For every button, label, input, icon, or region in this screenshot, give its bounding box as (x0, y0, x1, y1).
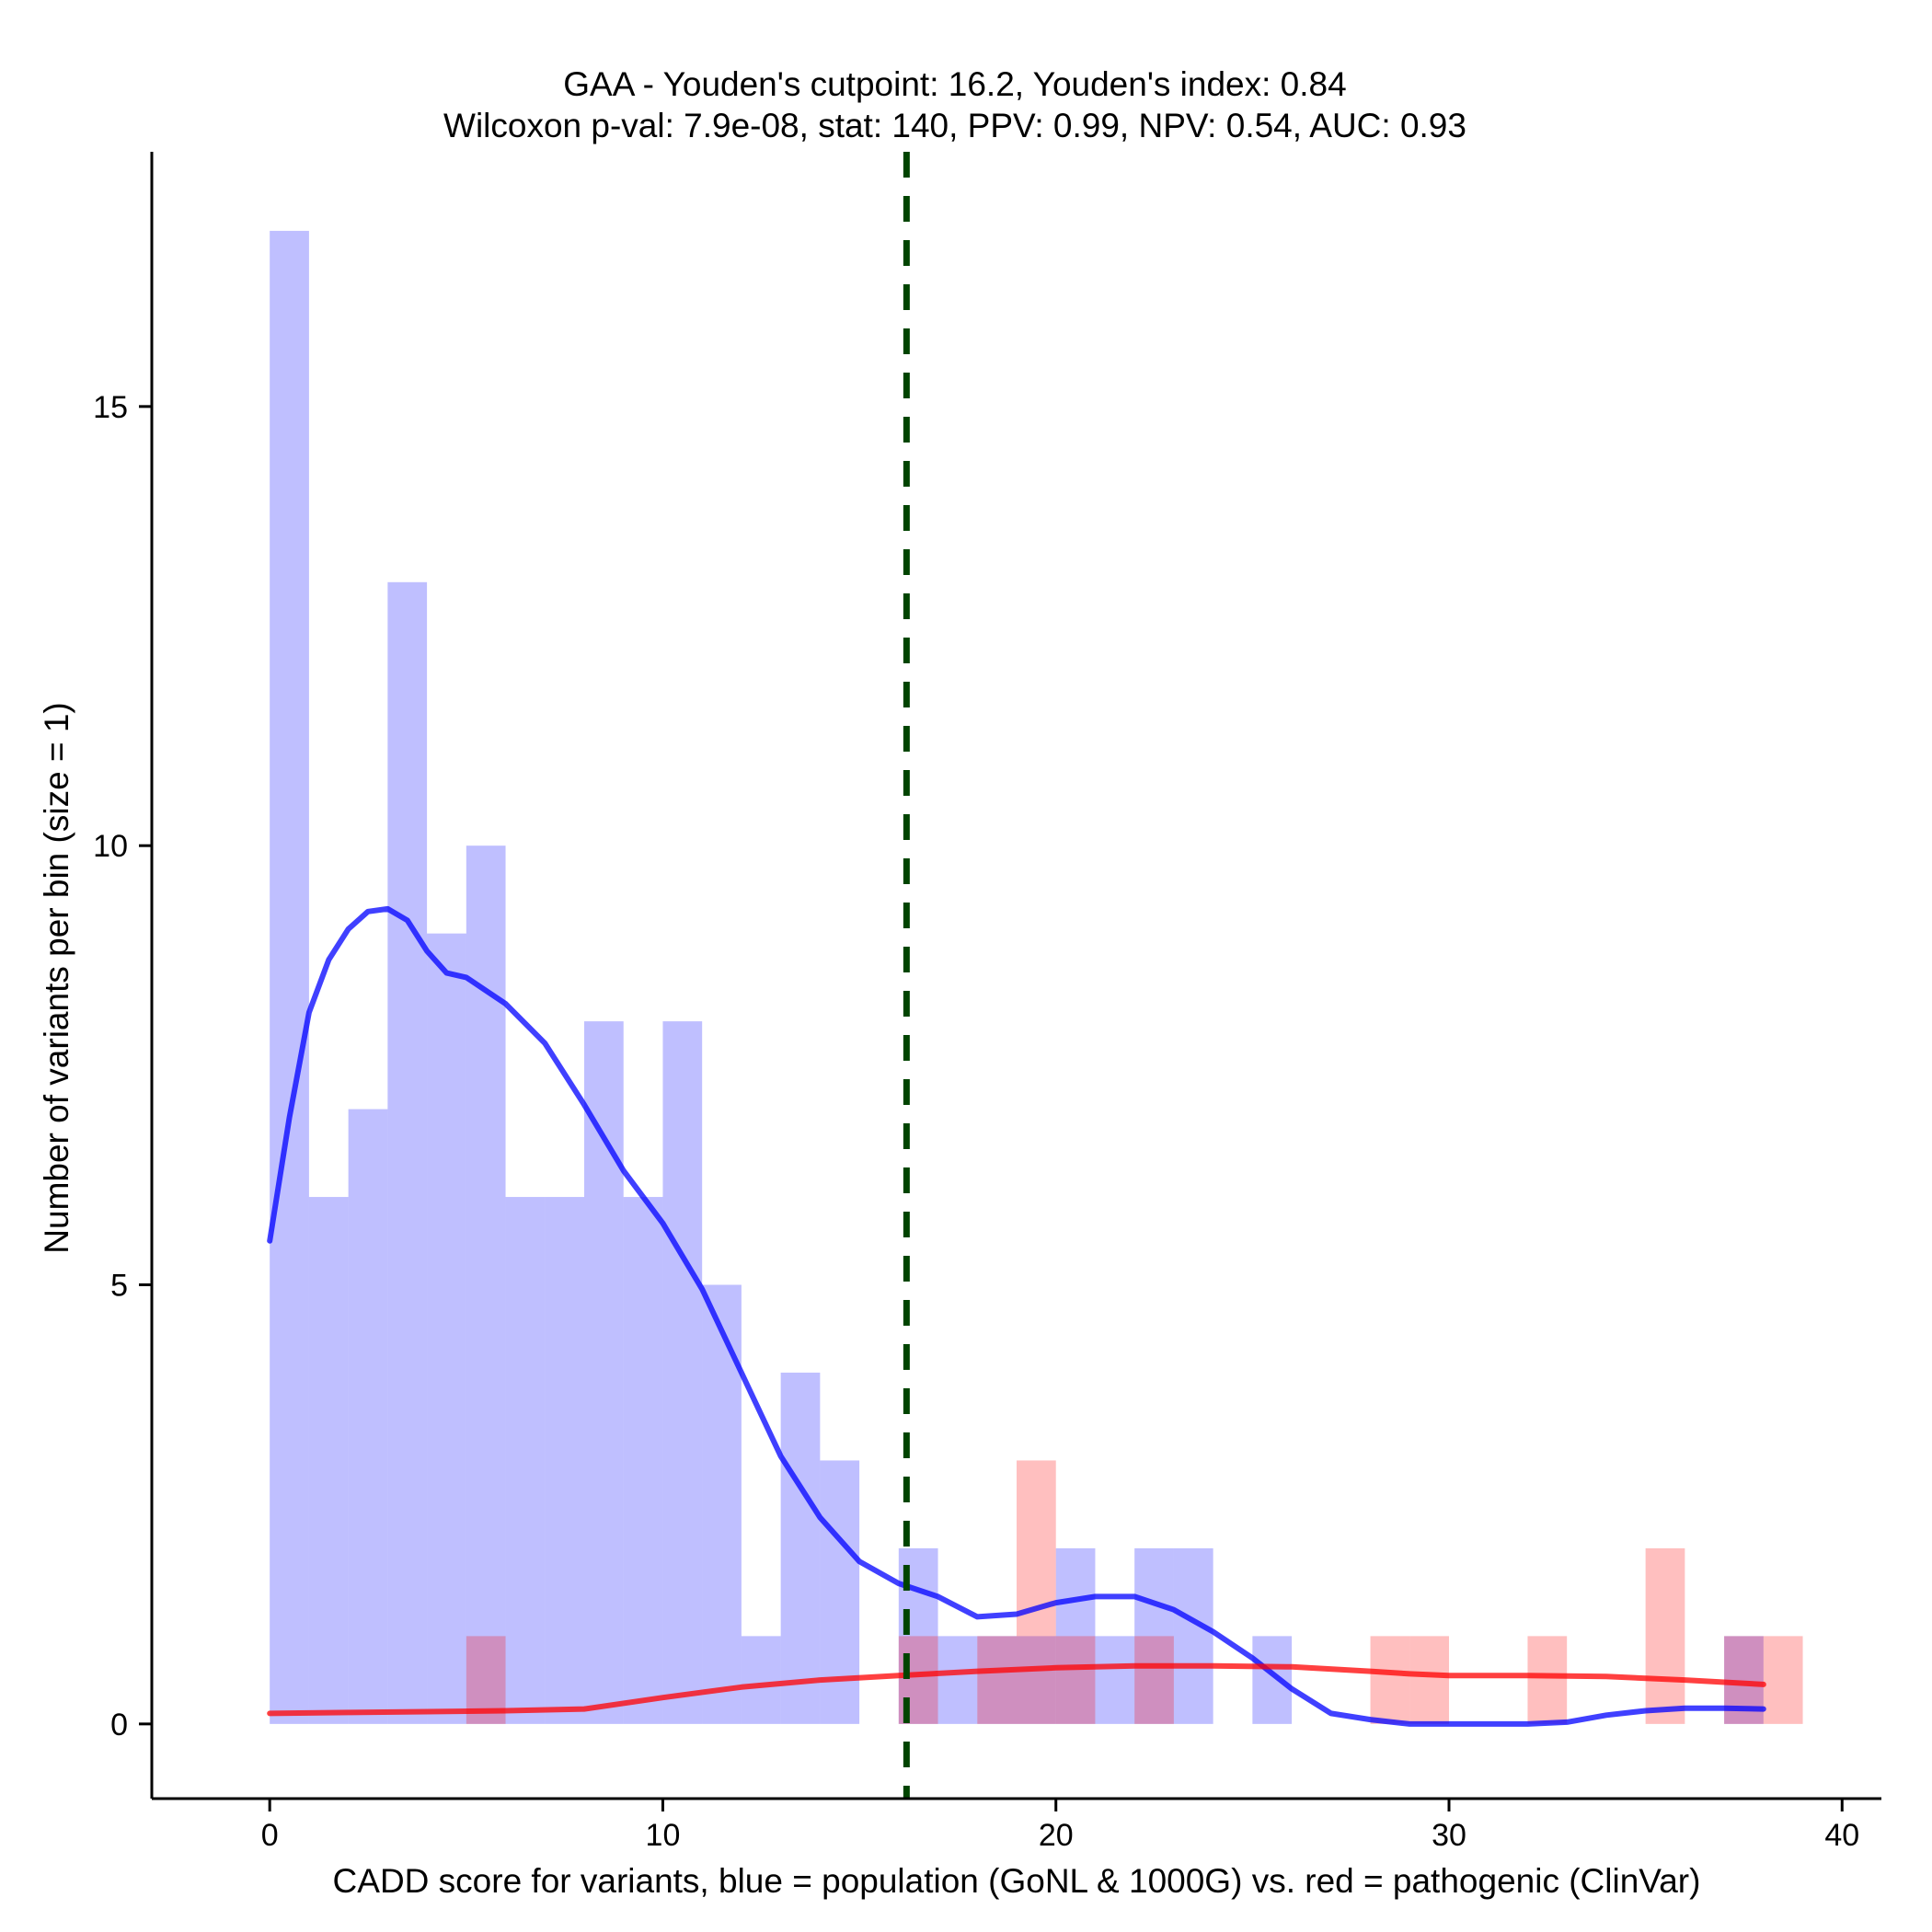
x-tick-label-40: 40 (1824, 1818, 1859, 1853)
chart-subtitle: Wilcoxon p-val: 7.9e-08, stat: 140, PPV:… (443, 107, 1466, 144)
x-axis-label: CADD score for variants, blue = populati… (333, 1862, 1701, 1900)
y-tick-label-10: 10 (93, 829, 128, 864)
population-bar-1 (308, 1197, 349, 1724)
population-bar-11 (702, 1284, 742, 1724)
x-tick-label-30: 30 (1432, 1818, 1466, 1853)
y-axis-label: Number of variants per bin (size = 1) (38, 702, 75, 1253)
density-curves (267, 905, 1766, 1727)
axes: 0 10 20 30 40 0 5 10 15 (93, 152, 1881, 1853)
population-bar-2 (348, 1109, 388, 1724)
population-bar-0 (270, 230, 309, 1724)
population-bar-10 (662, 1021, 703, 1724)
population-bars (270, 230, 1764, 1724)
y-ticks: 0 5 10 15 (93, 390, 152, 1742)
population-bar-7 (545, 1197, 584, 1724)
population-bar-8 (584, 1021, 624, 1724)
population-bar-14 (820, 1460, 860, 1724)
pathogenic-bar-32 (1527, 1636, 1568, 1724)
pathogenic-density-curve (267, 1662, 1766, 1717)
population-density-curve (267, 905, 1766, 1727)
x-ticks: 0 10 20 30 40 (261, 1799, 1859, 1853)
population-bar-4 (427, 933, 466, 1724)
pathogenic-bar-18 (977, 1636, 1017, 1724)
population-bar-5 (466, 845, 506, 1724)
population-bar-20 (1055, 1547, 1096, 1724)
y-tick-label-0: 0 (110, 1708, 128, 1742)
pathogenic-bar-38 (1763, 1636, 1803, 1724)
population-bar-18 (977, 1636, 1017, 1724)
x-tick-label-10: 10 (646, 1818, 681, 1853)
population-bar-13 (780, 1372, 821, 1724)
pathogenic-bar-29 (1409, 1636, 1449, 1724)
pathogenic-bar-22 (1134, 1636, 1174, 1724)
pathogenic-bar-28 (1370, 1636, 1410, 1724)
pathogenic-bar-19 (1017, 1460, 1056, 1724)
population-bar-25 (1252, 1636, 1293, 1724)
x-tick-label-0: 0 (261, 1818, 279, 1853)
chart-title: GAA - Youden's cutpoint: 16.2, Youden's … (563, 65, 1346, 103)
y-tick-label-15: 15 (93, 390, 128, 425)
population-bar-9 (623, 1197, 663, 1724)
population-bar-21 (1095, 1636, 1135, 1724)
y-tick-label-5: 5 (110, 1269, 128, 1304)
population-bar-22 (1134, 1547, 1174, 1724)
population-bar-12 (741, 1636, 781, 1724)
x-tick-label-20: 20 (1039, 1818, 1074, 1853)
population-bar-19 (1017, 1636, 1056, 1724)
population-bar-23 (1173, 1547, 1213, 1724)
population-bar-17 (937, 1636, 978, 1724)
population-bar-6 (505, 1197, 546, 1724)
pathogenic-bar-20 (1055, 1636, 1096, 1724)
population-bar-3 (387, 581, 428, 1724)
pathogenic-bar-35 (1645, 1547, 1685, 1724)
